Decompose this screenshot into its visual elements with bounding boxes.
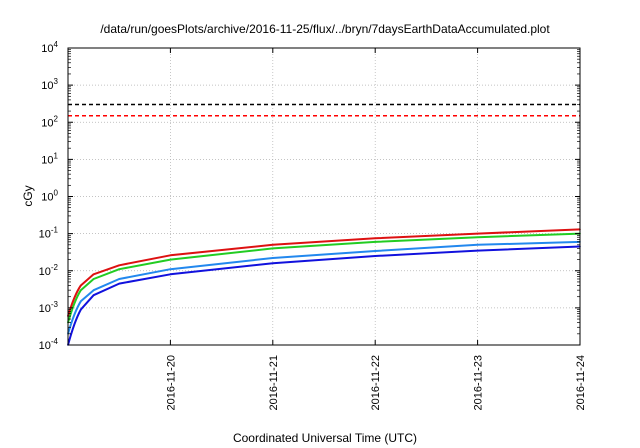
series-line-2: [67, 240, 581, 335]
series-line-0: [67, 228, 581, 317]
series-3-point: [80, 308, 82, 311]
y-tick-exponent: 1: [54, 151, 59, 160]
series-3-point: [169, 273, 172, 276]
x-tick-label: 2016-11-23: [473, 355, 485, 410]
series-0-point: [374, 237, 377, 240]
series-0-point: [80, 284, 82, 287]
series-3-point: [92, 294, 95, 296]
y-tick-exponent: 4: [54, 40, 59, 49]
y-tick-label: 102: [41, 114, 58, 129]
x-axis-label: Coordinated Universal Time (UTC): [233, 431, 417, 445]
series-1-point: [374, 241, 377, 243]
y-tick-base: 10: [41, 117, 53, 129]
y-tick-base: 10: [41, 43, 53, 55]
y-tick-label: 100: [41, 189, 58, 204]
series-2-point: [374, 250, 377, 252]
series-0-point: [272, 244, 274, 246]
y-tick-label: 10-4: [39, 337, 59, 352]
series-2-point: [272, 257, 274, 259]
series-line-1: [67, 232, 581, 323]
series-2-point: [169, 268, 172, 271]
series-2-point: [80, 300, 82, 303]
y-tick-label: 104: [41, 40, 58, 55]
x-tick-label: 2016-11-20: [165, 355, 177, 410]
series-1-point: [272, 247, 274, 250]
series-3-point: [272, 262, 274, 264]
y-tick-exponent: -3: [51, 300, 59, 309]
y-tick-base: 10: [39, 229, 51, 241]
series-3-point: [118, 282, 120, 285]
series-0-point: [169, 254, 172, 257]
y-tick-label: 10-1: [39, 226, 59, 241]
series-0-point: [118, 264, 120, 267]
x-tick-label: 2016-11-24: [575, 355, 587, 410]
y-tick-exponent: -2: [51, 263, 59, 272]
series-2-point: [118, 278, 120, 280]
plot-frame: [67, 47, 581, 346]
series-3-point: [374, 255, 377, 257]
y-tick-exponent: -1: [51, 226, 59, 235]
series-1-point: [92, 278, 95, 280]
series-1-point: [169, 258, 172, 261]
series-1-point: [476, 236, 479, 239]
y-tick-base: 10: [39, 340, 51, 352]
y-tick-label: 10-2: [39, 263, 59, 278]
x-tick-label: 2016-11-22: [370, 355, 382, 410]
y-tick-base: 10: [41, 80, 53, 92]
y-tick-exponent: 0: [54, 189, 59, 198]
y-tick-base: 10: [39, 303, 51, 315]
y-tick-exponent: -4: [51, 337, 59, 346]
y-tick-exponent: 2: [54, 114, 59, 123]
series-3-point: [476, 249, 479, 252]
chart-title: /data/run/goesPlots/archive/2016-11-25/f…: [100, 22, 550, 36]
x-tick-label: 2016-11-21: [268, 355, 280, 410]
reference-lines: [68, 103, 580, 117]
series-2-point: [476, 244, 479, 246]
series-0-point: [92, 273, 95, 276]
series-2-point: [92, 289, 95, 291]
series-1-point: [80, 289, 82, 291]
y-tick-label: 10-3: [39, 300, 59, 315]
y-tick-label: 103: [41, 77, 58, 92]
series-line-3: [67, 245, 581, 346]
series-0-point: [476, 232, 479, 235]
y-tick-exponent: 3: [54, 77, 59, 86]
y-axis-label: cGy: [21, 185, 35, 206]
y-tick-base: 10: [41, 192, 53, 204]
y-tick-base: 10: [39, 266, 51, 278]
y-tick-base: 10: [41, 154, 53, 166]
series-1-point: [118, 268, 120, 271]
y-tick-label: 101: [41, 151, 58, 166]
series-group: [67, 228, 581, 346]
